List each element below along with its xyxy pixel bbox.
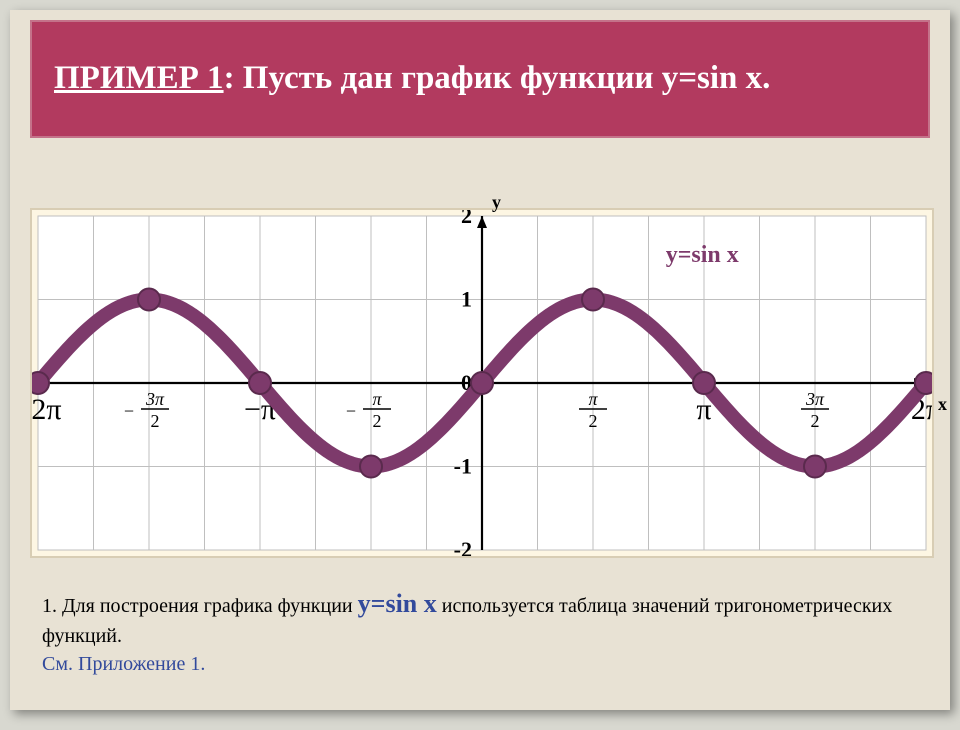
svg-text:π: π bbox=[372, 389, 382, 409]
svg-text:y=sin x: y=sin x bbox=[666, 242, 739, 268]
svg-text:2: 2 bbox=[811, 411, 820, 431]
caption-func: y=sin x bbox=[358, 589, 437, 618]
svg-text:π: π bbox=[588, 389, 598, 409]
svg-text:−: − bbox=[346, 401, 356, 421]
title-rest: : Пусть дан график функции y=sin x. bbox=[224, 60, 771, 96]
svg-text:2: 2 bbox=[589, 411, 598, 431]
title-text: ПРИМЕР 1: Пусть дан график функции y=sin… bbox=[54, 58, 770, 99]
x-axis-label: x bbox=[938, 394, 947, 415]
caption: 1. Для построения графика функции y=sin … bbox=[42, 586, 922, 678]
svg-text:-2: -2 bbox=[454, 537, 472, 556]
caption-number: 1. bbox=[42, 595, 57, 617]
svg-text:1: 1 bbox=[461, 287, 472, 312]
svg-text:2: 2 bbox=[151, 411, 160, 431]
sine-chart: 210-1-2−2π3π2−−ππ2−π2π3π22πy=sin x bbox=[32, 210, 932, 556]
title-prefix: ПРИМЕР 1 bbox=[54, 60, 224, 96]
svg-text:2: 2 bbox=[461, 210, 472, 228]
svg-text:3π: 3π bbox=[805, 389, 825, 409]
chart-container: 210-1-2−2π3π2−−ππ2−π2π3π22πy=sin x bbox=[30, 208, 934, 558]
svg-text:-1: -1 bbox=[454, 454, 472, 479]
svg-text:3π: 3π bbox=[145, 389, 165, 409]
caption-appendix: См. Приложение 1. bbox=[42, 653, 205, 675]
svg-text:2: 2 bbox=[373, 411, 382, 431]
title-box: ПРИМЕР 1: Пусть дан график функции y=sin… bbox=[30, 20, 930, 138]
svg-text:−2π: −2π bbox=[32, 393, 62, 426]
slide: ПРИМЕР 1: Пусть дан график функции y=sin… bbox=[10, 10, 950, 710]
caption-pre: Для построения графика функции bbox=[62, 595, 358, 617]
svg-text:−: − bbox=[124, 401, 134, 421]
y-axis-label: y bbox=[492, 192, 501, 213]
